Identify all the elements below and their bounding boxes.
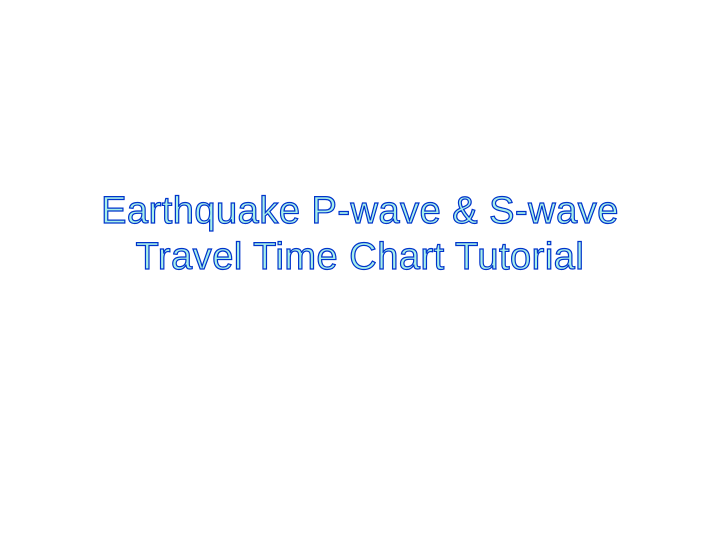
title-container: Earthquake P-wave & S-wave Travel Time C… xyxy=(101,189,619,280)
title-line-2: Travel Time Chart Tutorial xyxy=(101,235,619,281)
title-line-1: Earthquake P-wave & S-wave xyxy=(101,189,619,235)
